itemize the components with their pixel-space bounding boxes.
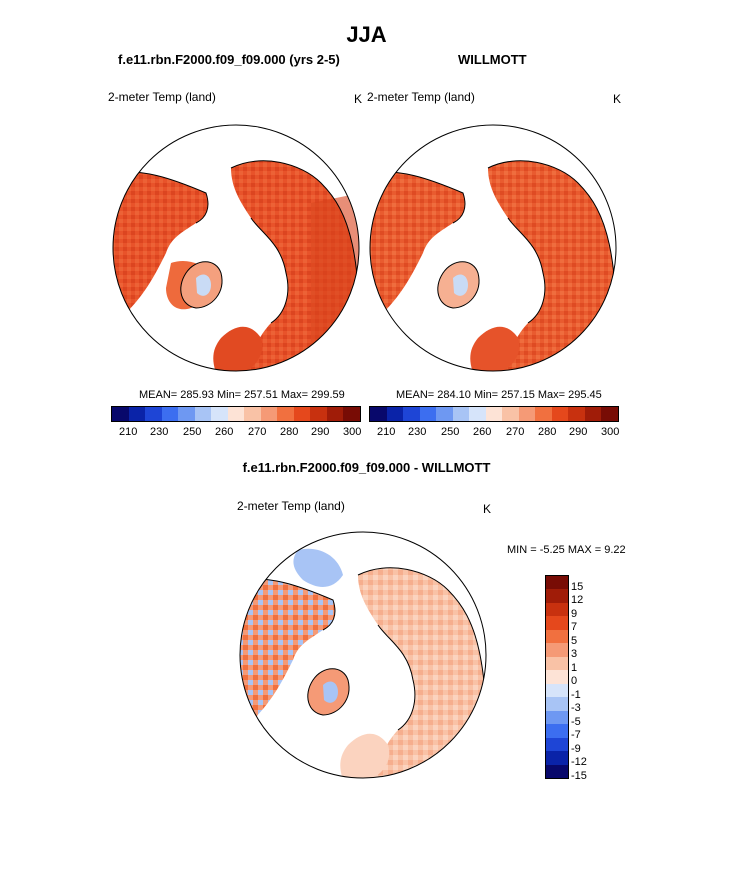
left-panel-variable: 2-meter Temp (land) (108, 90, 216, 104)
diff-polar-map (239, 531, 487, 779)
diff-tick: -15 (571, 770, 587, 782)
left-tick: 230 (150, 426, 169, 438)
left-tick: 260 (215, 426, 234, 438)
left-panel-units: K (354, 92, 363, 106)
left-tick: 300 (343, 426, 362, 438)
diff-tick: 1 (571, 662, 578, 674)
right-panel-units: K (613, 92, 622, 106)
right-panel-variable: 2-meter Temp (land) (367, 90, 475, 104)
diff-panel-header: f.e11.rbn.F2000.f09_f09.000 - WILLMOTT (242, 460, 491, 475)
right-colorbar-ticks: 210 230 250 260 270 280 290 300 (369, 426, 620, 440)
diff-panel-stats: MIN = -5.25 MAX = 9.22 (507, 544, 626, 556)
right-tick: 280 (538, 426, 557, 438)
diff-tick: 9 (571, 608, 578, 620)
diff-tick: -5 (571, 716, 581, 728)
left-panel-stats: MEAN= 285.93 Min= 257.51 Max= 299.59 (139, 389, 345, 401)
left-colorbar (111, 406, 361, 422)
right-tick: 270 (506, 426, 525, 438)
right-tick: 260 (473, 426, 492, 438)
diff-colorbar-ticks: 15 12 9 7 5 3 1 0 -1 -3 -5 -7 -9 -12 -15 (571, 581, 601, 782)
diff-colorbar (545, 575, 569, 779)
right-tick: 250 (441, 426, 460, 438)
diff-tick: -1 (571, 689, 581, 701)
diff-panel-units: K (483, 502, 492, 516)
left-tick: 250 (183, 426, 202, 438)
right-colorbar (369, 406, 619, 422)
figure-title: JJA (346, 22, 387, 47)
diff-tick: 3 (571, 648, 578, 660)
left-tick: 290 (311, 426, 330, 438)
diff-tick: 15 (571, 581, 584, 593)
right-tick: 300 (601, 426, 620, 438)
diff-tick: 12 (571, 594, 584, 606)
left-polar-map (112, 124, 360, 372)
right-tick: 230 (408, 426, 427, 438)
left-tick: 210 (119, 426, 138, 438)
diff-tick: -7 (571, 729, 581, 741)
diff-tick: -3 (571, 702, 581, 714)
left-tick: 280 (280, 426, 299, 438)
right-tick: 290 (569, 426, 588, 438)
diff-panel-variable: 2-meter Temp (land) (237, 499, 345, 513)
right-panel-stats: MEAN= 284.10 Min= 257.15 Max= 295.45 (396, 389, 602, 401)
diff-tick: -9 (571, 743, 581, 755)
right-polar-map (369, 124, 617, 372)
left-tick: 270 (248, 426, 267, 438)
right-panel-header: WILLMOTT (458, 52, 527, 67)
left-panel-header: f.e11.rbn.F2000.f09_f09.000 (yrs 2-5) (118, 52, 340, 67)
diff-tick: 0 (571, 675, 578, 687)
diff-tick: 7 (571, 621, 578, 633)
right-tick: 210 (377, 426, 396, 438)
diff-tick: -12 (571, 756, 587, 768)
diff-tick: 5 (571, 635, 578, 647)
left-colorbar-ticks: 210 230 250 260 270 280 290 300 (111, 426, 362, 440)
